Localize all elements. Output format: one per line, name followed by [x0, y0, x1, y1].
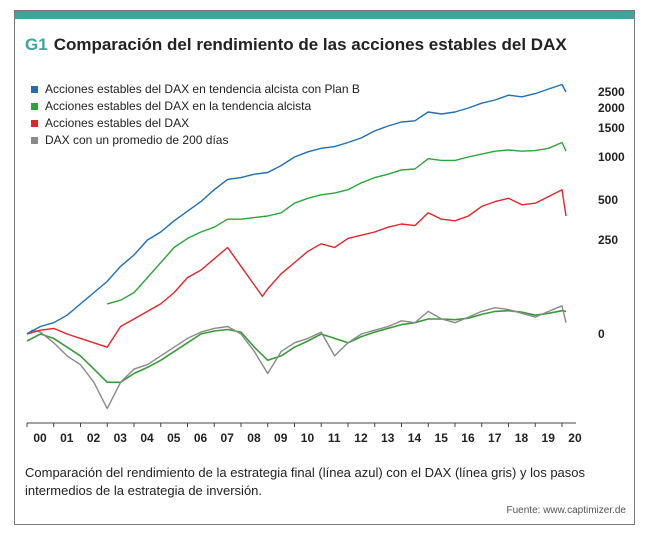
- x-tick-label: 02: [87, 431, 101, 445]
- x-tick-label: 05: [167, 431, 181, 445]
- legend-label-red: Acciones estables del DAX: [45, 116, 190, 130]
- x-tick-label: 13: [381, 431, 395, 445]
- legend-label-gray: DAX con un promedio de 200 días: [45, 133, 229, 147]
- legend-item-red: Acciones estables del DAX: [31, 115, 360, 132]
- legend-swatch-blue: [31, 86, 38, 93]
- accent-bar: [15, 11, 634, 19]
- x-tick-label: 17: [488, 431, 502, 445]
- x-tick-label: 06: [194, 431, 208, 445]
- x-tick-label: 10: [301, 431, 315, 445]
- x-tick-label: 15: [435, 431, 449, 445]
- legend-swatch-green: [31, 103, 38, 110]
- x-tick-label: 11: [328, 431, 341, 445]
- x-tick-label: 16: [461, 431, 475, 445]
- x-tick-label: 01: [60, 431, 74, 445]
- x-tick-label: 03: [114, 431, 128, 445]
- y-tick-label: 1000: [598, 150, 625, 164]
- x-tick-label: 18: [515, 431, 529, 445]
- legend-item-gray: DAX con un promedio de 200 días: [31, 132, 360, 149]
- x-tick-label: 00: [33, 431, 47, 445]
- figure-frame: G1 Comparación del rendimiento de las acc…: [14, 10, 635, 525]
- legend-swatch-red: [31, 120, 38, 127]
- y-tick-label: 0: [598, 327, 605, 341]
- y-tick-label: 2000: [598, 101, 625, 115]
- y-tick-label: 2500: [598, 85, 625, 99]
- legend-item-green: Acciones estables del DAX en la tendenci…: [31, 98, 360, 115]
- figure-caption: Comparación del rendimiento de la estrat…: [25, 465, 586, 498]
- figure-title: G1 Comparación del rendimiento de las acc…: [25, 35, 567, 55]
- x-tick-label: 20: [568, 431, 582, 445]
- legend-label-green: Acciones estables del DAX en la tendenci…: [45, 99, 312, 113]
- legend-label-blue: Acciones estables del DAX en tendencia a…: [45, 82, 360, 96]
- figure-title-text: Comparación del rendimiento de las accio…: [53, 35, 567, 54]
- x-tick-label: 19: [542, 431, 556, 445]
- series-line-1: [107, 141, 567, 305]
- series-line-0: [26, 83, 567, 335]
- x-tick-label: 08: [247, 431, 261, 445]
- figure-source: Fuente: www.captimizer.de: [506, 505, 627, 516]
- x-tick-label: 09: [274, 431, 288, 445]
- x-tick-label: 12: [354, 431, 368, 445]
- series-line-4: [26, 309, 567, 384]
- y-tick-label: 250: [598, 233, 618, 247]
- y-tick-label: 1500: [598, 121, 625, 135]
- figure-number: G1: [25, 35, 48, 54]
- series-line-3: [26, 305, 567, 410]
- x-tick-label: 07: [221, 431, 235, 445]
- y-tick-label: 500: [598, 193, 618, 207]
- legend-item-blue: Acciones estables del DAX en tendencia a…: [31, 81, 360, 98]
- chart-legend: Acciones estables del DAX en tendencia a…: [31, 81, 360, 149]
- legend-swatch-gray: [31, 137, 38, 144]
- x-tick-label: 04: [140, 431, 154, 445]
- x-tick-label: 14: [408, 431, 422, 445]
- series-line-2: [26, 189, 567, 348]
